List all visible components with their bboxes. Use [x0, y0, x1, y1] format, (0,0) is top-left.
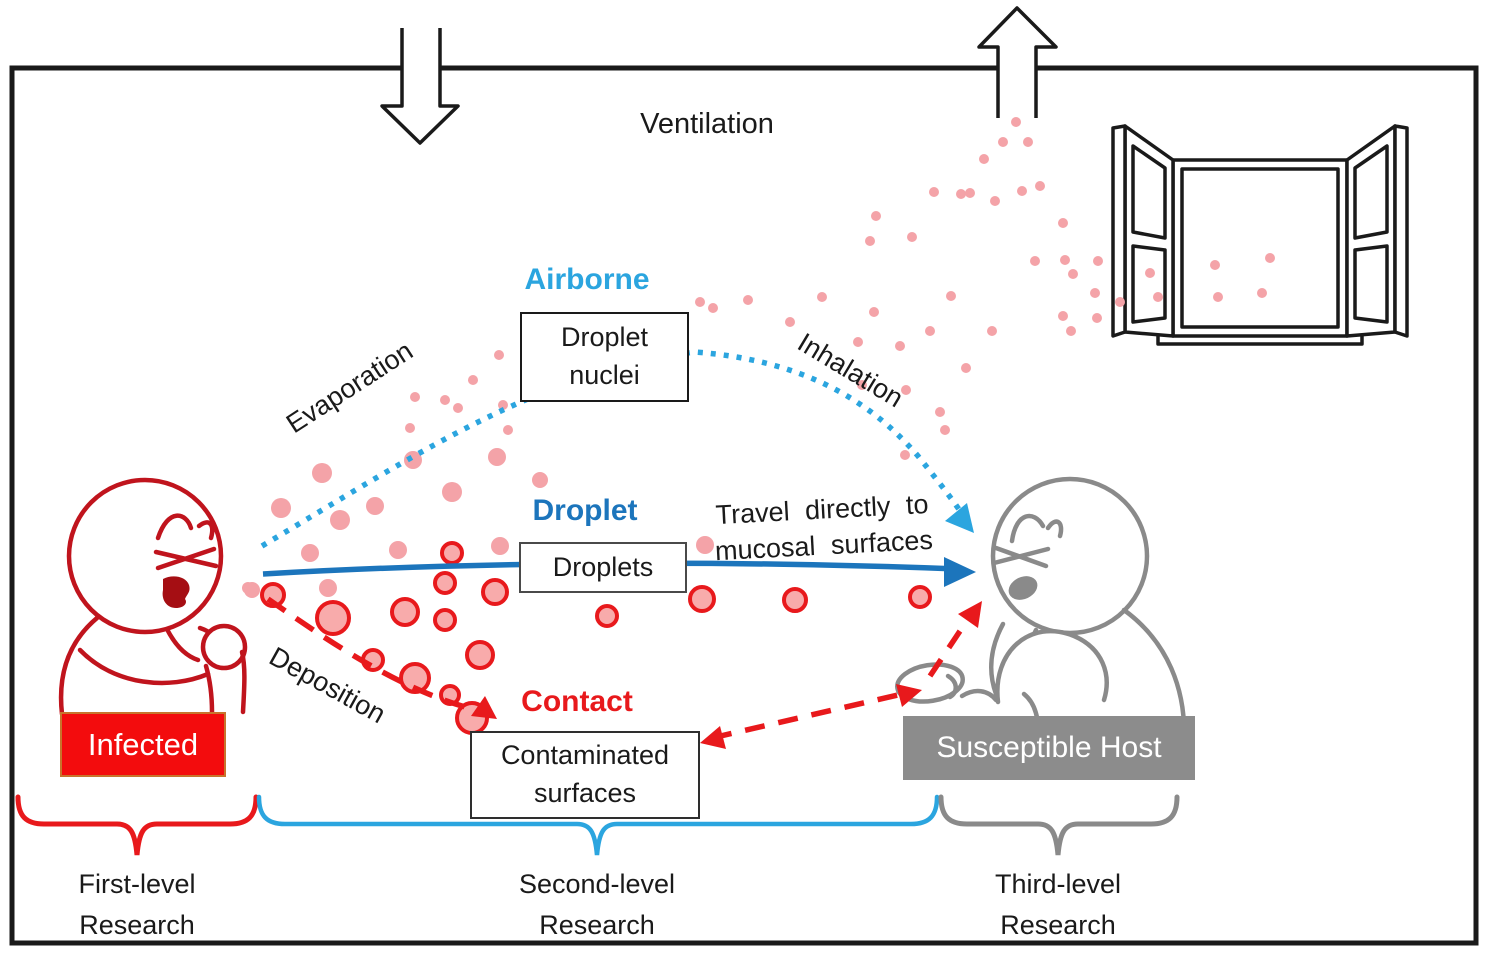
ventilation-label: Ventilation — [640, 108, 774, 140]
infected-person-figure — [58, 477, 248, 717]
airborne-route-title: Airborne — [524, 263, 650, 296]
susceptible-host-label: Susceptible Host — [903, 716, 1195, 780]
droplet-route-title: Droplet — [532, 494, 638, 527]
surface-arrowhead — [700, 726, 726, 749]
large-droplets — [260, 541, 932, 735]
third-level-brace — [938, 794, 1180, 856]
susceptible-person-figure — [895, 476, 1187, 745]
room-outline — [9, 65, 1479, 946]
window-icon — [1111, 124, 1409, 346]
second-level-brace — [256, 794, 940, 856]
hand-arrowhead — [896, 684, 922, 707]
ventilation-in-arrow — [380, 28, 460, 145]
third-level-research-label: Third-level Research — [994, 869, 1122, 940]
second-level-research-label: Second-level Research — [518, 869, 676, 940]
surface-to-hand-line — [711, 691, 903, 741]
face-arrowhead — [958, 601, 982, 628]
airborne-route-line — [260, 349, 969, 549]
droplet-nuclei-dots — [242, 117, 1275, 594]
deposition-line — [266, 596, 481, 714]
inhalation-arrowhead — [945, 503, 974, 533]
droplet-nuclei-box: Droplet nuclei — [520, 312, 689, 402]
droplets-box: Droplets — [519, 542, 687, 593]
first-level-research-label: First-level Research — [78, 869, 196, 940]
travel-note-label: Travel directly to mucosal surfaces — [714, 489, 934, 567]
contaminated-surfaces-box: Contaminated surfaces — [470, 731, 700, 819]
ventilation-out-arrow — [977, 6, 1058, 118]
infected-label: Infected — [60, 712, 226, 777]
deposition-arrowhead — [471, 696, 497, 719]
contact-route-title: Contact — [521, 685, 633, 718]
droplet-arrowhead — [944, 557, 976, 587]
evaporating-droplet-dots — [244, 448, 714, 598]
hand-to-face-line — [927, 620, 969, 678]
first-level-brace — [15, 794, 259, 856]
